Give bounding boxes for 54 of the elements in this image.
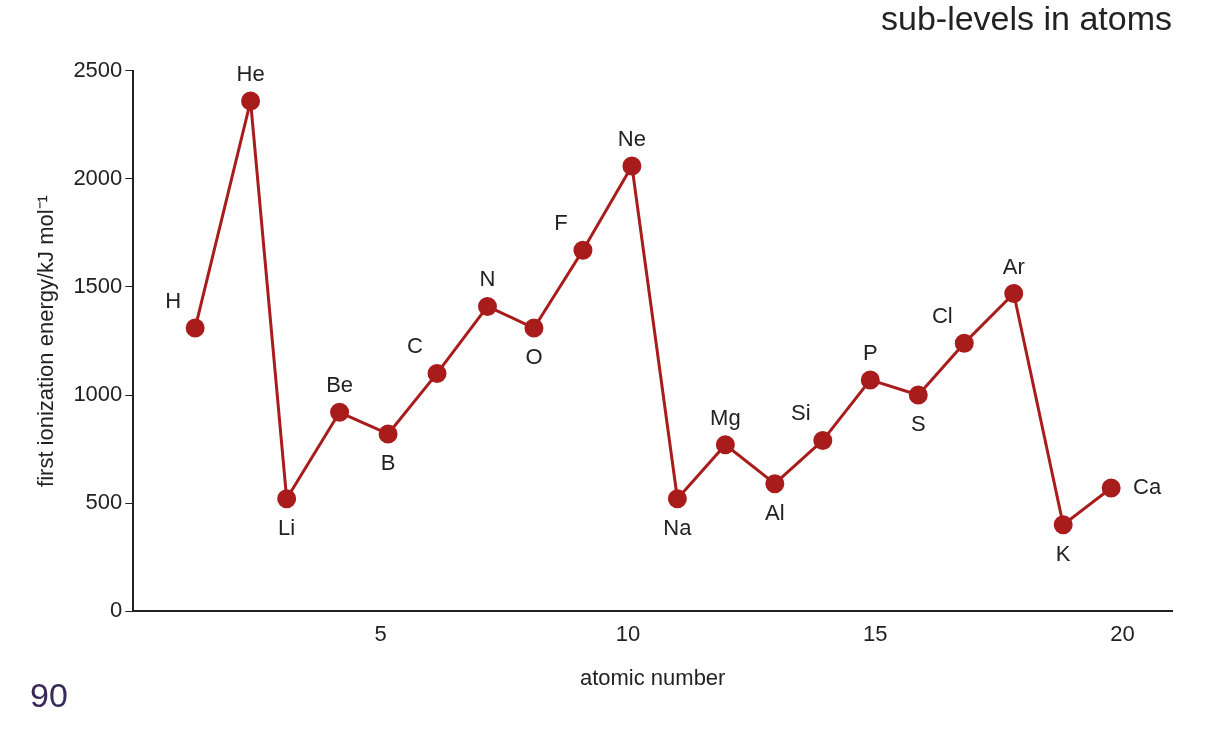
point <box>1053 515 1073 535</box>
y-tick-label: 1000 <box>73 381 123 407</box>
annotation: O <box>525 344 543 370</box>
annotation: Ne <box>617 125 646 151</box>
point <box>427 363 447 383</box>
annotation: Be <box>326 372 354 398</box>
y-tick-label: 2500 <box>73 56 123 82</box>
point <box>185 318 205 338</box>
y-axis-title: first ionization energy/kJ mol⁻¹ <box>33 195 59 487</box>
annotation: S <box>910 411 926 437</box>
y-tick-label: 0 <box>110 597 123 623</box>
annotation: Ca <box>1133 474 1162 500</box>
point <box>715 435 735 455</box>
x-tick-label: 5 <box>374 621 387 647</box>
point <box>954 333 974 353</box>
annotation: N <box>479 266 496 292</box>
annotation: Mg <box>710 404 741 430</box>
point <box>378 424 398 444</box>
annotation: C <box>407 333 424 359</box>
x-tick-label: 20 <box>1110 621 1135 647</box>
annotation: Ar <box>1002 253 1025 279</box>
text: 90 <box>30 676 68 715</box>
point <box>1004 283 1024 303</box>
x-tick-label: 10 <box>615 621 641 647</box>
x-axis-title: atomic number <box>579 664 726 690</box>
annotation: P <box>862 339 878 365</box>
annotation: H <box>165 288 182 314</box>
point <box>667 489 687 509</box>
point <box>573 240 593 260</box>
point <box>908 385 928 405</box>
point <box>477 296 497 316</box>
point <box>813 430 833 450</box>
annotation: Si <box>791 400 811 426</box>
annotation: F <box>554 210 568 236</box>
y-tick-label: 2000 <box>73 164 123 190</box>
annotation: Li <box>278 514 296 540</box>
chart-title: sub-levels in atoms <box>880 0 1172 37</box>
point <box>330 402 350 422</box>
annotation: Al <box>765 499 785 525</box>
annotation: He <box>236 61 265 87</box>
y-tick-label: 500 <box>85 489 123 515</box>
annotation: B <box>380 450 396 476</box>
point <box>765 474 785 494</box>
annotation: Cl <box>931 303 953 329</box>
point <box>1101 478 1121 498</box>
x-tick-label: 15 <box>863 621 888 647</box>
point <box>622 156 642 176</box>
point <box>277 489 297 509</box>
annotation: K <box>1055 540 1071 566</box>
point <box>241 91 261 111</box>
point <box>860 370 880 390</box>
y-tick-label: 1500 <box>73 273 123 299</box>
annotation: Na <box>663 514 693 540</box>
point <box>524 318 544 338</box>
